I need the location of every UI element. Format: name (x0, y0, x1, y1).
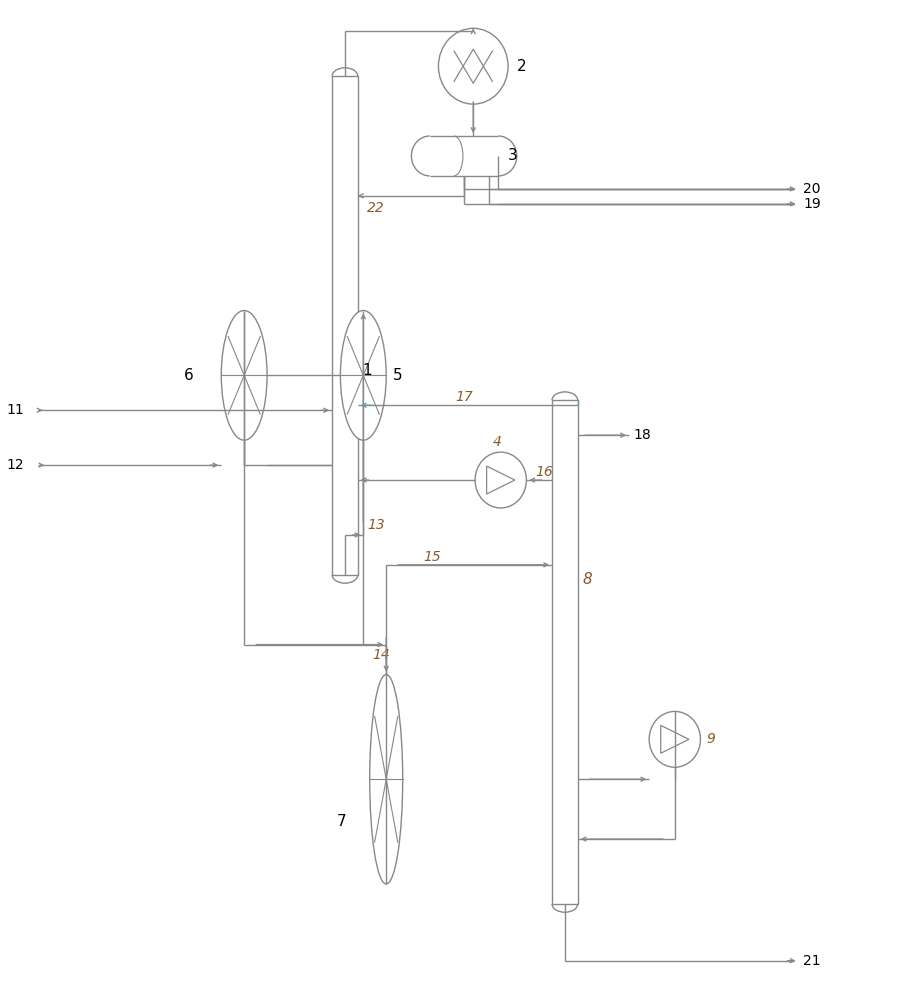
Text: 4: 4 (493, 435, 502, 449)
Text: 12: 12 (6, 458, 24, 472)
Text: 7: 7 (337, 814, 346, 829)
Text: 11: 11 (6, 403, 24, 417)
Text: 16: 16 (536, 465, 553, 479)
Text: 14: 14 (372, 648, 391, 662)
Circle shape (475, 452, 527, 508)
Ellipse shape (369, 675, 403, 884)
Text: 2: 2 (517, 59, 527, 74)
Text: 8: 8 (583, 572, 592, 587)
Text: 17: 17 (455, 390, 472, 404)
Text: 5: 5 (392, 368, 403, 383)
Circle shape (649, 711, 700, 767)
Text: 20: 20 (803, 182, 821, 196)
Bar (552, 400, 578, 904)
Text: 3: 3 (507, 148, 517, 163)
Bar (332, 76, 357, 575)
Ellipse shape (221, 311, 267, 440)
Text: 18: 18 (633, 428, 652, 442)
Text: 6: 6 (184, 368, 194, 383)
Text: 22: 22 (367, 201, 385, 215)
Text: 15: 15 (423, 550, 440, 564)
Text: 13: 13 (367, 518, 385, 532)
Text: 1: 1 (362, 363, 372, 378)
Text: 9: 9 (707, 732, 716, 746)
Text: 21: 21 (803, 954, 821, 968)
Text: 19: 19 (803, 197, 821, 211)
Circle shape (438, 28, 508, 104)
Ellipse shape (340, 311, 386, 440)
